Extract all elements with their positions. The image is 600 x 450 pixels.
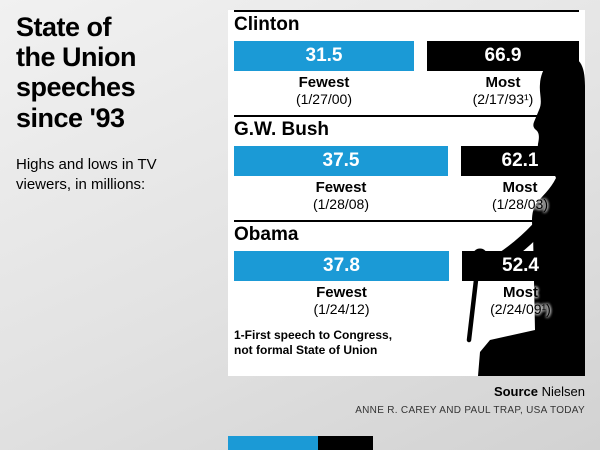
page-title-line: since '93: [16, 102, 125, 133]
fewest-label-block: Fewest (1/27/00): [234, 74, 414, 108]
fewest-date: (1/28/08): [312, 196, 370, 213]
left-column: State of the Union speeches since '93 Hi…: [16, 12, 216, 195]
chart-footnote: 1-First speech to Congress, not formal S…: [234, 328, 424, 359]
fewest-bar: 37.5: [234, 145, 448, 176]
group-name: Obama: [234, 223, 299, 245]
bar-gap: [448, 146, 461, 176]
most-date: (2/24/09¹): [490, 301, 551, 318]
most-label: Most: [485, 73, 521, 91]
chart-body: Clinton 31.5 66.9 Fewest (1/27/00): [228, 10, 585, 359]
most-bar: 62.1: [461, 145, 579, 176]
most-label-block: Most (2/17/93¹): [427, 74, 579, 108]
bottom-strip-black-segment: [318, 436, 373, 450]
group-section: Obama 37.8 52.4 Fewest (1/24/12): [234, 219, 579, 318]
source-line: Source Nielsen: [494, 384, 585, 399]
fewest-label: Fewest: [298, 73, 350, 91]
fewest-value: 37.8: [323, 254, 360, 276]
most-label-block: Most (1/28/03): [461, 179, 579, 213]
bar-gap: [414, 41, 427, 71]
fewest-bar: 31.5: [234, 40, 414, 71]
label-row: Fewest (1/28/08) Most (1/28/03): [234, 179, 579, 213]
source-value: Nielsen: [541, 384, 585, 399]
fewest-date: (1/24/12): [313, 301, 370, 318]
most-value: 52.4: [502, 254, 539, 276]
label-row: Fewest (1/24/12) Most (2/24/09¹): [234, 284, 579, 318]
fewest-value: 37.5: [322, 149, 360, 171]
footnote-line: not formal State of Union: [234, 343, 378, 358]
group-name: G.W. Bush: [234, 118, 329, 140]
most-label-block: Most (2/24/09¹): [462, 284, 579, 318]
bar-gap: [449, 251, 462, 281]
fewest-label: Fewest: [316, 283, 367, 301]
group-section: Clinton 31.5 66.9 Fewest (1/27/00): [234, 10, 579, 108]
bar-row: 37.5 62.1: [234, 145, 579, 176]
byline-credit: ANNE R. CAREY AND PAUL TRAP, USA TODAY: [355, 405, 585, 416]
page-title-line: speeches: [16, 72, 136, 103]
bar-row: 31.5 66.9: [234, 40, 579, 71]
chart-subtitle: Highs and lows in TV viewers, in million…: [16, 155, 157, 193]
bottom-strip: [228, 436, 373, 450]
most-bar: 66.9: [427, 40, 579, 71]
page-title-line: State of: [16, 12, 112, 42]
most-value: 62.1: [501, 149, 539, 171]
fewest-label-block: Fewest (1/24/12): [234, 284, 449, 318]
fewest-label-block: Fewest (1/28/08): [234, 179, 448, 213]
most-value: 66.9: [484, 44, 522, 66]
chart-panel: Clinton 31.5 66.9 Fewest (1/27/00): [228, 10, 585, 376]
fewest-bar: 37.8: [234, 250, 449, 281]
bottom-strip-blue-segment: [228, 436, 318, 450]
fewest-date: (1/27/00): [295, 91, 353, 108]
footnote-line: 1-First speech to Congress,: [234, 327, 393, 342]
bar-row: 37.8 52.4: [234, 250, 579, 281]
most-bar: 52.4: [462, 250, 579, 281]
most-label: Most: [503, 283, 538, 301]
page-title-line: the Union: [16, 42, 136, 73]
label-row: Fewest (1/27/00) Most (2/17/93¹): [234, 74, 579, 108]
fewest-label: Fewest: [315, 178, 367, 196]
most-label: Most: [502, 178, 538, 196]
fewest-value: 31.5: [305, 44, 343, 66]
source-label: Source: [493, 384, 539, 399]
most-date: (1/28/03): [491, 196, 549, 213]
group-name: Clinton: [234, 14, 300, 35]
group-section: G.W. Bush 37.5 62.1 Fewest (1/28/08): [234, 114, 579, 213]
most-date: (2/17/93¹): [472, 91, 534, 108]
